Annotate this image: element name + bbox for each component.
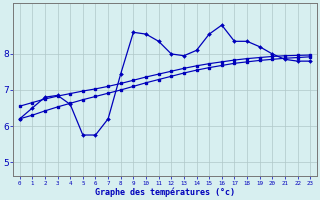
X-axis label: Graphe des températures (°c): Graphe des températures (°c) xyxy=(95,187,235,197)
